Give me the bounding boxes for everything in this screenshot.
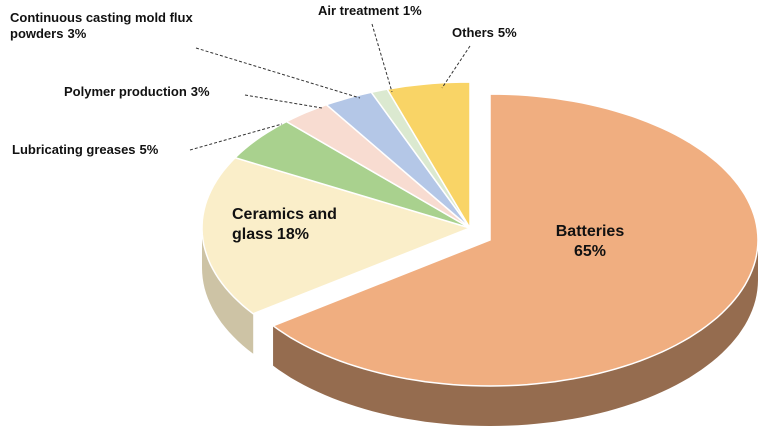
slice-label: Air treatment 1% [318, 3, 458, 19]
pie [201, 81, 759, 426]
category-name: Air treatment [318, 3, 399, 18]
slice [324, 91, 471, 229]
leader-line [371, 23, 393, 93]
leader-line [189, 123, 283, 151]
value-label: 3% [67, 26, 87, 42]
slice-label: Batteries 65% [530, 222, 650, 262]
category-name: Ceramics and glass [232, 206, 337, 243]
slice-label: Ceramics and glass 18% [232, 205, 367, 245]
slice-side [273, 240, 758, 426]
slice [284, 103, 471, 229]
slice [385, 81, 471, 231]
leader-line [441, 45, 471, 89]
category-name: Others [452, 25, 494, 40]
slice-label: Others 5% [452, 25, 552, 41]
value-label: 1% [402, 3, 422, 18]
category-name: Continuous casting mold flux powders [10, 10, 193, 42]
value-label: 3% [190, 84, 210, 99]
value-label: 18% [276, 226, 309, 243]
leader-line [244, 94, 323, 109]
slice [271, 93, 759, 387]
leader-lines [189, 23, 471, 151]
value-label: 5% [497, 25, 517, 40]
category-name: Lubricating greases [12, 142, 136, 157]
leader-line [195, 47, 361, 99]
slice-label: Lubricating greases 5% [12, 142, 212, 158]
value-label: 65% [573, 243, 607, 260]
slice-label: Polymer production 3% [64, 84, 264, 100]
value-label: 5% [139, 142, 159, 157]
slice-label: Continuous casting mold flux powders 3% [10, 10, 210, 43]
slice [233, 120, 471, 229]
category-name: Batteries [555, 223, 625, 240]
slice [201, 156, 473, 315]
category-name: Polymer production [64, 84, 187, 99]
